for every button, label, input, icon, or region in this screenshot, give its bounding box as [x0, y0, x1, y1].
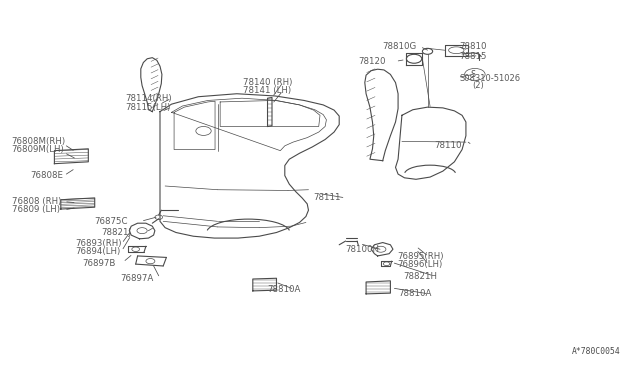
- Text: 78821H: 78821H: [403, 272, 437, 280]
- Text: 78140 (RH): 78140 (RH): [243, 78, 292, 87]
- Text: 76897B: 76897B: [82, 259, 115, 267]
- Text: 76896(LH): 76896(LH): [397, 260, 442, 269]
- Text: 76895(RH): 76895(RH): [397, 252, 444, 261]
- Text: 76894(LH): 76894(LH): [76, 247, 121, 256]
- Text: 78100H: 78100H: [346, 246, 380, 254]
- Text: 78110: 78110: [434, 141, 461, 150]
- Text: (2): (2): [472, 81, 484, 90]
- Text: 76808M(RH): 76808M(RH): [12, 137, 66, 146]
- Text: 78821J: 78821J: [101, 228, 131, 237]
- Text: 78815: 78815: [460, 52, 487, 61]
- Text: S08310-51026: S08310-51026: [460, 74, 521, 83]
- Text: 78810G: 78810G: [383, 42, 417, 51]
- Text: A*780C0054: A*780C0054: [572, 347, 621, 356]
- Text: 76808E: 76808E: [31, 171, 64, 180]
- Text: S: S: [470, 70, 476, 79]
- Text: 76809M(LH): 76809M(LH): [12, 145, 64, 154]
- Text: 76897A: 76897A: [120, 274, 154, 283]
- Text: 78114(RH): 78114(RH): [125, 94, 172, 103]
- Text: 78810: 78810: [460, 42, 487, 51]
- Text: 78120: 78120: [358, 57, 386, 66]
- Text: 78111: 78111: [314, 193, 341, 202]
- Text: 78810A: 78810A: [398, 289, 431, 298]
- Text: 76808 (RH): 76808 (RH): [12, 197, 61, 206]
- Text: 78141 (LH): 78141 (LH): [243, 86, 291, 95]
- Text: 76893(RH): 76893(RH): [76, 239, 122, 248]
- Text: 78115(LH): 78115(LH): [125, 103, 170, 112]
- Text: 76875C: 76875C: [95, 217, 128, 226]
- Text: 76809 (LH): 76809 (LH): [12, 205, 60, 214]
- Text: 78810A: 78810A: [268, 285, 301, 294]
